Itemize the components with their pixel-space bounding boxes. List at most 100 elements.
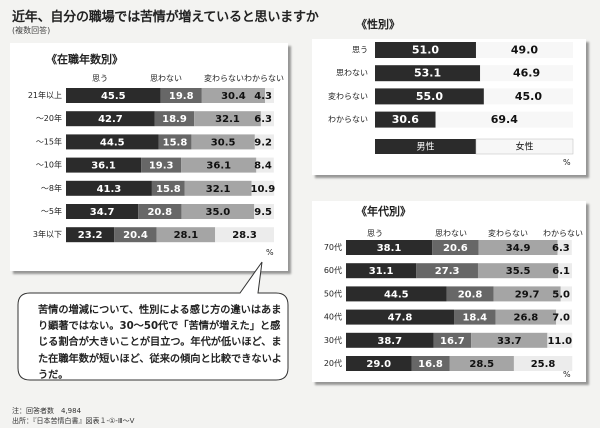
tenure-bar-segment [191, 134, 255, 150]
tenure-bar-segment [66, 134, 159, 150]
tenure-legend-kawaranai: 変わらない [204, 74, 244, 83]
gender-bar-segment [375, 42, 476, 58]
gender-chart-title: 《性別》 [356, 18, 400, 31]
age-bar-segment [346, 309, 455, 325]
tenure-value-label: 34.7 [90, 207, 115, 218]
age-bar-segment [557, 240, 572, 255]
age-value-label: 29.7 [515, 289, 540, 300]
age-category-label: 70代 [324, 242, 342, 252]
age-bar-segment [547, 332, 573, 348]
tenure-bar-segment [181, 204, 255, 219]
age-value-label: 18.4 [462, 313, 487, 324]
page-title: 近年、自分の職場では苦情が増えていると思いますか [12, 10, 319, 25]
tenure-value-label: 18.9 [162, 114, 187, 125]
tenure-value-label: 28.1 [174, 230, 199, 241]
tenure-value-label: 35.0 [205, 207, 230, 218]
age-category-label: 60代 [324, 265, 342, 275]
age-value-label: 38.1 [377, 243, 402, 254]
tenure-bar-segment [151, 180, 185, 196]
gender-value-label: 49.0 [511, 44, 538, 57]
gender-value-label: 46.9 [513, 67, 540, 80]
age-value-label: 6.3 [552, 243, 570, 254]
age-bar-segment [449, 356, 514, 371]
age-legend-wakaranai: わからない [543, 229, 583, 238]
tenure-bar-segment [66, 204, 139, 219]
age-category-label: 20代 [324, 358, 342, 368]
gender-legend-male-swatch [375, 139, 476, 154]
tenure-category-label: 〜10年 [36, 160, 62, 170]
gender-category-label: 思う [352, 46, 368, 55]
tenure-bar-segment [184, 180, 252, 196]
gender-bar-segment [375, 88, 484, 105]
age-category-label: 40代 [324, 312, 342, 322]
tenure-bar-segment [66, 111, 155, 127]
age-value-label: 29.0 [366, 359, 391, 370]
tenure-bar-segment [160, 88, 202, 103]
gender-value-label: 53.1 [414, 67, 441, 80]
tenure-bar-segment [66, 227, 115, 243]
age-chart-title: 《年代別》 [356, 205, 411, 218]
tenure-value-label: 45.5 [101, 91, 126, 102]
tenure-bar-segment [114, 227, 157, 243]
tenure-value-label: 10.9 [251, 184, 276, 195]
tenure-value-label: 15.8 [163, 137, 188, 148]
age-bar-segment [346, 240, 433, 255]
gender-value-label: 55.0 [416, 90, 443, 103]
tenure-value-label: 42.7 [98, 114, 123, 125]
gender-legend-female: 女性 [515, 141, 533, 153]
tenure-value-label: 4.3 [254, 91, 272, 102]
age-bar-segment [477, 263, 559, 279]
tenure-chart-title: 《在職年数別》 [46, 53, 123, 66]
age-value-label: 31.1 [369, 266, 394, 277]
age-bar-segment [556, 309, 572, 325]
gender-unit: % [563, 158, 571, 167]
age-value-label: 34.9 [506, 243, 531, 254]
age-bar-segment [446, 286, 494, 302]
tenure-value-label: 44.5 [100, 137, 125, 148]
tenure-value-label: 8.4 [254, 161, 272, 172]
age-bar-segment [558, 263, 572, 279]
age-legend-kawaranai: 変わらない [488, 229, 528, 238]
gender-bar-segment [375, 65, 481, 82]
age-value-label: 16.8 [418, 359, 443, 370]
gender-bar-segment [435, 111, 573, 128]
age-value-label: 33.7 [497, 336, 522, 347]
age-value-label: 16.7 [440, 336, 465, 347]
age-value-label: 11.0 [547, 336, 572, 347]
age-value-label: 26.8 [514, 313, 539, 324]
age-bar-segment [346, 332, 434, 348]
tenure-bar-segment [66, 180, 152, 196]
age-bar-segment [346, 263, 417, 279]
tenure-value-label: 9.2 [254, 137, 272, 148]
tenure-bar-segment [201, 88, 266, 103]
gender-category-label: 変わらない [328, 91, 368, 101]
gender-bar-segment [483, 88, 573, 105]
age-value-label: 20.8 [458, 289, 483, 300]
age-bar-segment [560, 286, 572, 302]
tenure-category-label: 〜15年 [36, 136, 62, 146]
age-value-label: 44.5 [384, 289, 409, 300]
age-bar-segment [513, 356, 573, 371]
tenure-bar-segment [66, 88, 161, 103]
tenure-bar-segment [141, 157, 182, 173]
tenure-bar-segment [215, 227, 274, 243]
age-value-label: 5.0 [552, 289, 570, 300]
tenure-bar-segment [256, 157, 274, 173]
age-value-label: 28.5 [469, 359, 494, 370]
age-bar-segment [432, 240, 479, 255]
gender-value-label: 30.6 [392, 113, 419, 126]
tenure-value-label: 15.8 [156, 184, 181, 195]
tenure-category-label: 〜5年 [41, 206, 62, 216]
age-bar-segment [416, 263, 478, 279]
gender-value-label: 51.0 [412, 44, 439, 57]
gender-category-label: わからない [328, 115, 368, 124]
tenure-value-label: 19.8 [169, 91, 194, 102]
tenure-bar-segment [254, 204, 274, 219]
age-value-label: 20.6 [443, 243, 468, 254]
tenure-value-label: 28.3 [232, 230, 257, 241]
age-legend-omou: 思う [367, 229, 383, 238]
tenure-bar-segment [194, 111, 261, 127]
tenure-value-label: 19.3 [149, 161, 174, 172]
age-bar-segment [346, 356, 412, 371]
